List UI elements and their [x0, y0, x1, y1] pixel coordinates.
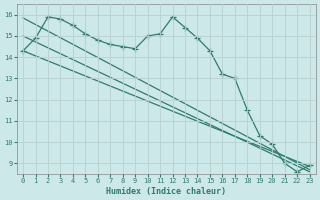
X-axis label: Humidex (Indice chaleur): Humidex (Indice chaleur) — [106, 187, 226, 196]
